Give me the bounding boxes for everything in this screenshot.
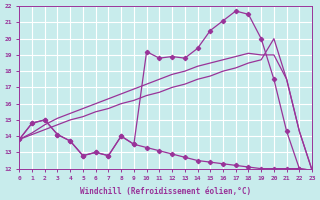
X-axis label: Windchill (Refroidissement éolien,°C): Windchill (Refroidissement éolien,°C) <box>80 187 251 196</box>
